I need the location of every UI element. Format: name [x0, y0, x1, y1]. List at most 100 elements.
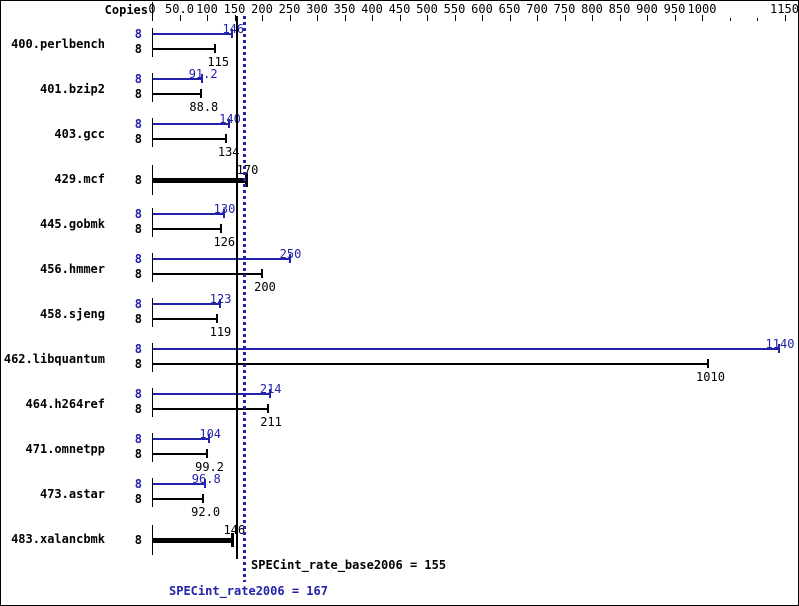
base-bar-end-cap — [220, 223, 223, 233]
base-score-text: SPECint_rate_base2006 = 155 — [251, 558, 447, 572]
peak-bar — [153, 122, 229, 125]
axis-tick — [702, 15, 703, 21]
bar-start-cap — [152, 477, 153, 507]
bar-start-cap — [152, 72, 153, 102]
base-value-label: 211 — [260, 414, 282, 429]
copies-value-base: 8 — [134, 86, 142, 101]
benchmark-label: 403.gcc — [54, 126, 105, 141]
base-value-label: 99.2 — [195, 459, 224, 474]
benchmark-label: 458.sjeng — [39, 306, 105, 321]
base-value-label: 1010 — [696, 369, 725, 384]
axis-tick — [289, 15, 291, 21]
base-value-label: 88.8 — [189, 99, 219, 114]
axis-tick-label: 800 — [581, 2, 603, 16]
axis-tick — [784, 15, 786, 21]
axis-tick-label: 950 — [663, 2, 686, 16]
axis-tick — [207, 15, 208, 21]
peak-value-label: 130 — [213, 201, 236, 216]
base-peak-bar — [153, 537, 233, 543]
axis-tick-label: 850 — [608, 2, 631, 16]
base-bar — [153, 47, 216, 50]
bar-start-cap — [152, 252, 153, 282]
axis-tick-label: 1000 — [687, 2, 717, 16]
peak-bar — [153, 437, 210, 440]
base-bar-end-cap — [216, 313, 219, 323]
axis-tick-label: 200 — [251, 2, 273, 16]
value-label: 146 — [223, 522, 246, 537]
axis-tick — [619, 15, 621, 21]
axis-tick — [674, 15, 676, 21]
axis-tick — [454, 15, 456, 21]
base-value-label: 119 — [209, 324, 232, 339]
axis-tick-label: 700 — [526, 2, 548, 16]
axis-tick-label: 50.0 — [165, 2, 194, 16]
axis-tick-label: 0 — [148, 2, 156, 16]
copies-axis-title: Copies — [104, 3, 148, 17]
axis-tick — [537, 15, 538, 21]
axis-tick-label: 350 — [333, 2, 356, 16]
peak-bar-end-cap — [228, 118, 230, 128]
base-bar-end-cap — [267, 403, 270, 413]
base-value-label: 134 — [217, 144, 240, 159]
bar-start-cap — [152, 27, 153, 57]
peak-bar-end-cap — [204, 478, 207, 488]
benchmark-label: 401.bzip2 — [39, 81, 105, 96]
benchmark-label: 462.libquantum — [3, 351, 105, 366]
axis-tick — [179, 15, 181, 21]
bar-start-cap — [152, 342, 153, 372]
peak-bar — [153, 347, 779, 350]
peak-bar-end-cap — [288, 253, 291, 263]
benchmark-label: 471.omnetpp — [25, 441, 105, 456]
peak-bar — [153, 302, 220, 305]
bar-start-cap — [152, 117, 153, 147]
peak-value-label: 104 — [199, 426, 222, 441]
peak-bar — [153, 392, 270, 395]
benchmark-label: 464.h264ref — [25, 396, 105, 411]
axis-tick-label: 1150 — [770, 2, 799, 16]
copies-value-base: 8 — [134, 491, 142, 506]
base-peak-bar — [153, 177, 246, 183]
value-label: 170 — [236, 162, 259, 177]
axis-minor-tick — [729, 18, 731, 21]
axis-minor-tick — [757, 18, 758, 21]
peak-value-label: 96.8 — [191, 471, 221, 486]
peak-value-label: 1140 — [765, 336, 795, 351]
copies-value-peak: 8 — [134, 206, 142, 221]
axis-tick — [234, 15, 236, 21]
base-bar-end-cap — [706, 358, 709, 368]
benchmark-label: 456.hmmer — [39, 261, 105, 276]
peak-value-label: 146 — [222, 21, 245, 36]
copies-value-base: 8 — [134, 311, 142, 326]
peak-bar-end-cap — [218, 298, 221, 308]
base-bar — [153, 362, 708, 365]
axis-tick — [509, 15, 511, 21]
axis-tick — [647, 15, 648, 21]
axis-tick — [262, 15, 263, 21]
peak-bar-end-cap — [208, 433, 211, 443]
axis-tick — [482, 15, 483, 21]
axis-tick — [592, 15, 593, 21]
base-value-label: 126 — [213, 234, 236, 249]
peak-value-label: 214 — [259, 381, 282, 396]
copies-value-peak: 8 — [134, 386, 142, 401]
copies-value-peak: 8 — [134, 116, 142, 131]
peak-bar-end-cap — [268, 388, 271, 398]
axis-tick — [399, 15, 401, 21]
bar-end-cap — [231, 532, 235, 547]
peak-value-label: 250 — [279, 246, 302, 261]
base-bar — [153, 272, 262, 275]
axis-tick-label: 450 — [388, 2, 411, 16]
copies-value-base: 8 — [134, 266, 142, 281]
axis-tick-label: 650 — [498, 2, 521, 16]
axis-tick — [317, 15, 318, 21]
copies-value-peak: 8 — [134, 251, 142, 266]
base-bar — [153, 137, 226, 140]
base-score-line — [236, 16, 239, 559]
peak-bar — [153, 212, 224, 215]
base-bar-end-cap — [205, 448, 208, 458]
bar-end-cap — [244, 172, 248, 187]
copies-value: 8 — [134, 172, 142, 187]
peak-bar-end-cap — [222, 208, 225, 218]
benchmark-label: 400.perlbench — [11, 36, 105, 51]
